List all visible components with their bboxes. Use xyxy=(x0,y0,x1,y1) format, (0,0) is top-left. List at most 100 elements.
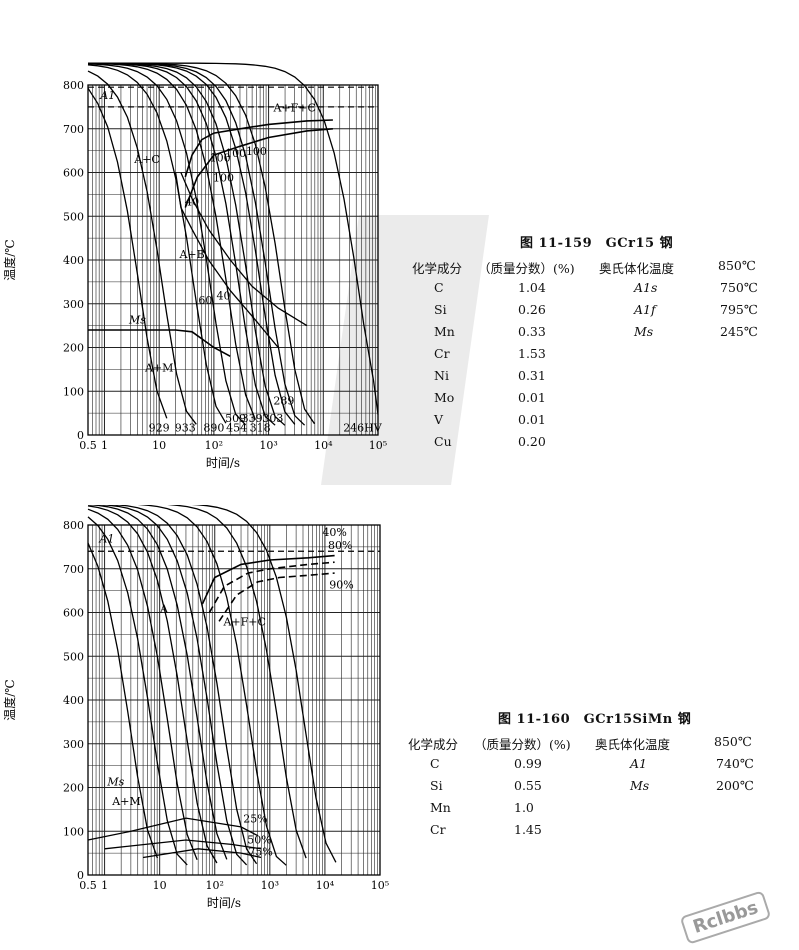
x-axis-label: 时间/s xyxy=(206,456,240,470)
composition-header-1: （质量分数）(%) xyxy=(474,737,571,752)
plot-frame xyxy=(87,524,381,876)
temp-label: A1f xyxy=(634,302,656,317)
y-tick-label: 0 xyxy=(77,429,84,442)
element-symbol: Mn xyxy=(430,800,451,815)
y-tick-label: 200 xyxy=(63,782,84,795)
y-tick-label: 100 xyxy=(63,825,84,838)
percent-label: 100 xyxy=(246,145,267,158)
region-label: A+C xyxy=(133,153,160,166)
element-symbol: Ni xyxy=(434,368,449,383)
region-label: A+M xyxy=(144,362,173,375)
region-label: A+F+C xyxy=(222,616,265,629)
x-tick-label: 10² xyxy=(205,439,223,452)
region-label: Ms xyxy=(128,313,146,326)
temp-value: 795℃ xyxy=(720,302,758,317)
region-label: A xyxy=(159,603,169,616)
y-tick-label: 0 xyxy=(77,869,84,882)
percent-label: 60 xyxy=(198,294,212,307)
region-label: Ms xyxy=(106,775,124,788)
temp-value: 750℃ xyxy=(720,280,758,295)
x-tick-label: 10 xyxy=(153,879,167,892)
temp-value: 245℃ xyxy=(720,324,758,339)
composition-header-3: 850℃ xyxy=(718,258,756,273)
element-value: 0.31 xyxy=(518,368,546,383)
hardness-label: 303 xyxy=(262,412,283,425)
region-label: A1 xyxy=(98,533,114,546)
cooling-curve xyxy=(88,62,379,415)
cooling-curve xyxy=(87,64,227,424)
element-value: 0.01 xyxy=(518,390,546,405)
percent-label: 40 xyxy=(185,195,199,208)
element-symbol: Cr xyxy=(434,346,450,361)
composition-header-3: 850℃ xyxy=(714,734,752,749)
x-tick-label: 10 xyxy=(152,439,166,452)
y-tick-label: 600 xyxy=(63,167,84,180)
percent-label: 100 xyxy=(213,171,234,184)
cooling-curve xyxy=(87,508,198,860)
temp-label: A1 xyxy=(630,756,647,771)
y-tick-label: 500 xyxy=(63,210,84,223)
region-label: A+M xyxy=(111,795,140,808)
hardness-label: 933 xyxy=(175,422,196,435)
x-tick-label: 1 xyxy=(101,879,108,892)
cooling-curve xyxy=(87,505,218,864)
y-axis-label: 温度/℃ xyxy=(2,679,17,720)
transformation-curve xyxy=(184,119,333,178)
plot-frame xyxy=(87,84,379,436)
region-label: A1 xyxy=(99,89,115,102)
cooling-curve xyxy=(98,505,248,866)
element-value: 0.55 xyxy=(514,778,542,793)
y-tick-label: 600 xyxy=(63,607,84,620)
transformation-curve xyxy=(218,572,335,622)
percent-label: 40 xyxy=(217,289,231,302)
x-tick-label: 10⁴ xyxy=(316,879,335,892)
element-value: 1.04 xyxy=(518,280,546,295)
percent-label: 100 xyxy=(225,147,246,160)
chart-gcr15-svg: 0 100 200 300 400 500 600 700 800 0.5 1 10 10² 10³ 10⁴… xyxy=(2,62,387,470)
x-tick-label: 10⁵ xyxy=(369,439,387,452)
element-value: 0.26 xyxy=(518,302,546,317)
element-symbol: C xyxy=(434,280,444,295)
percent-label: 25% xyxy=(243,813,267,826)
chart-gcr15simn: 0 100 200 300 400 500 600 700 800 0.5 1 10 10² 10³ 10⁴… xyxy=(0,505,400,925)
percent-label: 75% xyxy=(248,845,272,858)
cooling-curve xyxy=(174,172,279,348)
x-tick-label: 10⁴ xyxy=(314,439,333,452)
element-value: 0.99 xyxy=(514,756,542,771)
element-symbol: Si xyxy=(434,302,447,317)
temp-label: Ms xyxy=(634,324,654,339)
x-axis-label: 时间/s xyxy=(207,896,241,910)
y-tick-label: 200 xyxy=(63,342,84,355)
transformation-curve xyxy=(208,561,335,613)
y-tick-label: 800 xyxy=(63,79,84,92)
chart-gcr15: 0 100 200 300 400 500 600 700 800 0.5 1 10 10² 10³ 10⁴… xyxy=(0,60,400,490)
composition-header-0: 化学成分 xyxy=(408,737,459,752)
element-symbol: Mo xyxy=(434,390,455,405)
hardness-label: 246HV xyxy=(343,422,383,435)
percent-label: 100 xyxy=(210,152,231,165)
cooling-curve xyxy=(87,516,188,866)
y-tick-label: 100 xyxy=(63,385,84,398)
element-symbol: Mn xyxy=(434,324,455,339)
hardness-label: 289 xyxy=(273,394,294,407)
chart-gcr15simn-svg: 0 100 200 300 400 500 600 700 800 0.5 1 10 10² 10³ 10⁴… xyxy=(2,505,389,910)
element-symbol: Si xyxy=(430,778,443,793)
percent-label: 90% xyxy=(329,578,353,591)
element-value: 1.53 xyxy=(518,346,546,361)
composition-header-0: 化学成分 xyxy=(412,261,463,276)
composition-header-2: 奥氏体化温度 xyxy=(595,737,671,752)
x-tick-label: 0.5 xyxy=(79,879,97,892)
element-value: 1.0 xyxy=(514,800,534,815)
element-symbol: V xyxy=(434,412,444,427)
element-symbol: Cr xyxy=(430,822,446,837)
y-tick-label: 500 xyxy=(63,650,84,663)
hardness-label: 509 xyxy=(225,412,246,425)
hardness-label: 339 xyxy=(242,412,263,425)
percent-label: 40% xyxy=(322,526,346,539)
cooling-curve xyxy=(166,505,307,859)
figure-caption-160: 图 11-160 GCr15SiMn 钢 xyxy=(498,712,692,727)
x-tick-label: 10² xyxy=(206,879,224,892)
region-label: A+B xyxy=(178,248,204,261)
cooling-curve xyxy=(87,87,168,419)
cooling-curve xyxy=(191,505,337,863)
